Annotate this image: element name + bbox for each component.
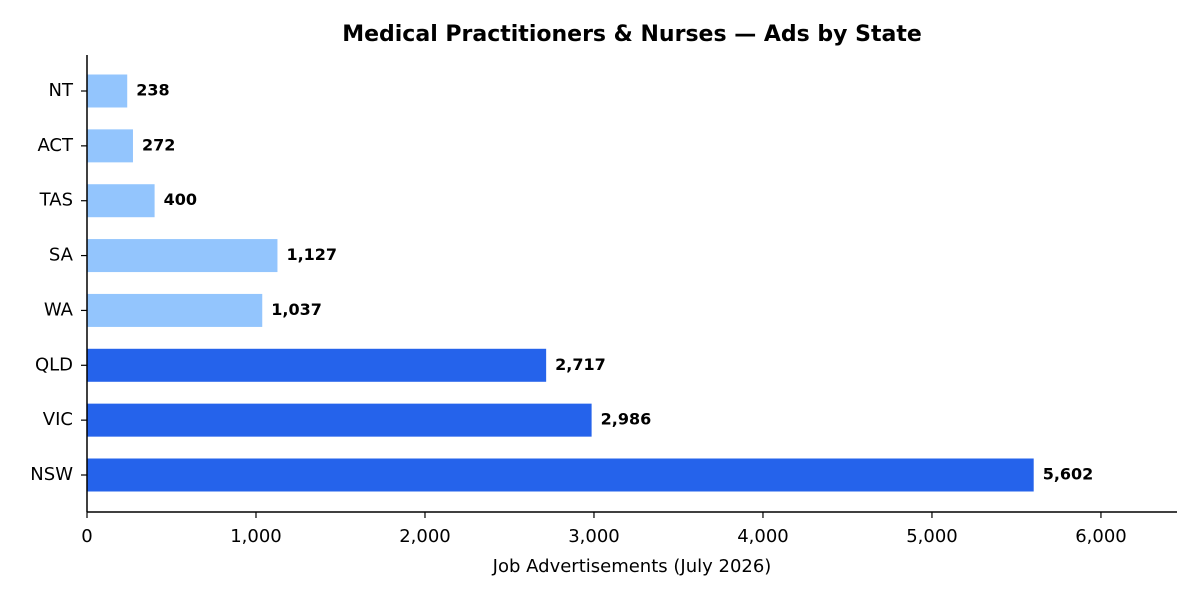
- axes-group: [86, 55, 1177, 513]
- y-tick-label-tas: TAS: [39, 190, 73, 211]
- bar-act: [87, 129, 133, 163]
- value-label-nt: 238: [136, 81, 169, 100]
- x-axis-label: Job Advertisements (July 2026): [492, 556, 772, 577]
- value-label-nsw: 5,602: [1043, 465, 1094, 484]
- x-tick-label-0: 0: [81, 526, 92, 547]
- x-tick-label-4000: 4,000: [737, 526, 789, 547]
- x-tick-label-3000: 3,000: [568, 526, 620, 547]
- bar-tas: [87, 184, 155, 218]
- x-tick-label-6000: 6,000: [1075, 526, 1127, 547]
- chart-title: Medical Practitioners & Nurses — Ads by …: [342, 22, 922, 47]
- x-tick-label-2000: 2,000: [399, 526, 451, 547]
- x-tick-label-1000: 1,000: [230, 526, 282, 547]
- value-label-qld: 2,717: [555, 355, 606, 374]
- y-tick-label-nt: NT: [49, 80, 74, 101]
- bar-sa: [87, 239, 278, 273]
- y-ticks-group: NSW VIC QLD WA SA TAS ACT NT: [30, 80, 87, 485]
- y-tick-label-qld: QLD: [35, 354, 73, 375]
- value-label-sa: 1,127: [286, 245, 337, 264]
- y-tick-label-wa: WA: [44, 299, 74, 320]
- value-label-tas: 400: [164, 190, 197, 209]
- bar-wa: [87, 293, 263, 327]
- value-label-act: 272: [142, 135, 175, 154]
- bar-nsw: [87, 458, 1034, 492]
- y-tick-label-vic: VIC: [43, 409, 73, 430]
- y-tick-label-nsw: NSW: [30, 464, 73, 485]
- bars-group: [87, 74, 1034, 492]
- bar-vic: [87, 403, 592, 437]
- x-ticks-group: 0 1,000 2,000 3,000 4,000 5,000 6,000: [81, 512, 1127, 547]
- x-tick-label-5000: 5,000: [906, 526, 958, 547]
- value-label-wa: 1,037: [271, 300, 322, 319]
- value-labels-group: 5,602 2,986 2,717 1,037 1,127 400 272 238: [136, 81, 1093, 484]
- value-label-vic: 2,986: [601, 410, 652, 429]
- y-tick-label-act: ACT: [37, 135, 74, 156]
- y-tick-label-sa: SA: [49, 245, 74, 266]
- bar-nt: [87, 74, 128, 108]
- bar-qld: [87, 348, 547, 382]
